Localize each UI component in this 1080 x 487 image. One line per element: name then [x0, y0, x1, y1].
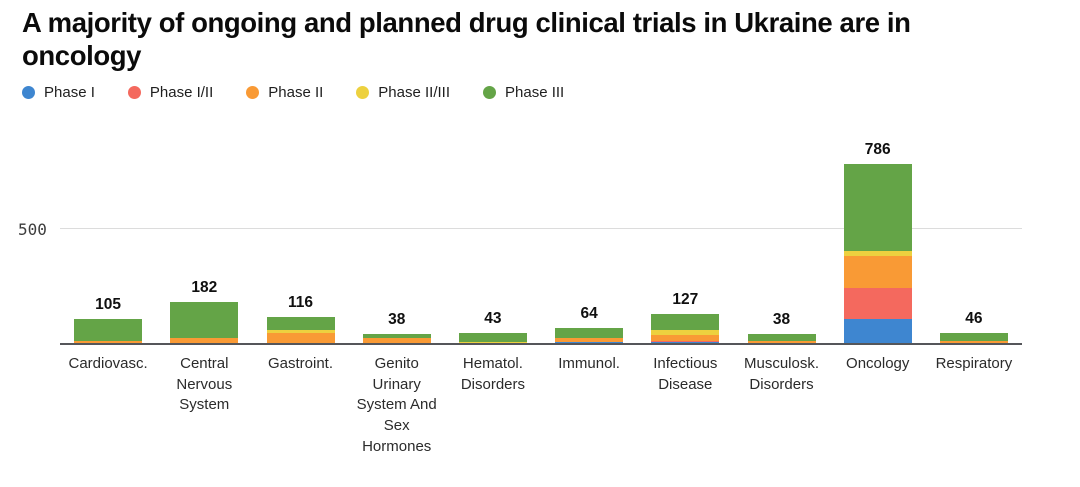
- x-axis-category-label: Musculosk. Disorders: [744, 355, 820, 393]
- legend-label: Phase III: [505, 84, 565, 101]
- chart-title: A majority of ongoing and planned drug c…: [22, 7, 911, 71]
- bar-segment: [74, 340, 143, 343]
- bar-slot: 38: [349, 148, 445, 343]
- legend-label: Phase II/III: [378, 84, 451, 101]
- bar-segment: [651, 341, 720, 343]
- bar-segment: [651, 314, 720, 331]
- bar-slot: 43: [445, 148, 541, 343]
- bar-slot: 46: [926, 148, 1022, 343]
- stacked-bar: 105: [74, 296, 143, 343]
- bar-slot: 786: [830, 141, 926, 343]
- stacked-bar: 786: [843, 141, 912, 343]
- x-axis-category-label: Infectious Disease: [653, 355, 718, 393]
- legend-label: Phase I/II: [149, 84, 214, 101]
- bar-segment: [555, 328, 624, 339]
- bar-segment: [555, 338, 624, 342]
- stacked-bar: 127: [651, 291, 720, 343]
- bar-segment: [651, 330, 720, 335]
- bar-slot: 116: [252, 148, 348, 343]
- bar-segment: [170, 301, 239, 339]
- bar-total-label: 116: [287, 293, 314, 311]
- bar-segment: [74, 319, 143, 341]
- legend-dot-icon: [22, 86, 35, 99]
- bar-segment: [170, 338, 239, 343]
- x-axis-category-label: Hematol. Disorders: [460, 355, 525, 393]
- x-axis-category-label: Respiratory: [935, 355, 1013, 372]
- legend-label: Phase I: [44, 84, 95, 101]
- bar-segment: [843, 255, 912, 289]
- bar-segment: [458, 333, 527, 343]
- legend-item: Phase I/II: [127, 84, 214, 101]
- bar-segment: [266, 330, 335, 334]
- x-axis-category-label: Cardiovasc.: [68, 355, 148, 372]
- legend-item: Phase II/III: [356, 84, 450, 101]
- x-axis-category-label: Gastroint.: [267, 355, 334, 372]
- bar-segment: [843, 288, 912, 319]
- bar-segment: [362, 338, 431, 343]
- legend: Phase I Phase I/II Phase II Phase II/III Pha…: [22, 84, 1080, 101]
- chart-area: 500 105 182 116 38 43 64 127 38 786 46 Cardiovasc…: [18, 141, 1022, 457]
- chart-page: A majority of ongoing and planned drug c…: [0, 6, 1080, 487]
- legend-dot-icon: [356, 86, 370, 99]
- bar-slot: 38: [733, 148, 829, 343]
- bar-slot: 127: [637, 148, 733, 343]
- bar-total-label: 182: [191, 278, 218, 296]
- bar-segment: [362, 337, 431, 339]
- plot-area: 105 182 116 38 43 64 127 38 786 46: [60, 141, 1022, 343]
- bar-segment: [939, 340, 1008, 343]
- gridline-500: [60, 228, 1022, 229]
- bar-segment: [266, 316, 335, 331]
- x-axis-labels: Cardiovasc. Central Nervous System Gastroi…: [60, 345, 1022, 457]
- bar-total-label: 43: [484, 310, 502, 328]
- bar-total-label: 105: [95, 296, 122, 314]
- bar-segment: [458, 342, 527, 343]
- stacked-bar: 46: [939, 310, 1008, 343]
- bar-segment: [843, 251, 912, 256]
- bar-segment: [651, 342, 720, 343]
- bar-segment: [843, 318, 912, 343]
- stacked-bar: 43: [458, 310, 527, 343]
- bar-slot: 105: [60, 148, 156, 343]
- x-axis-category-label: Oncology: [846, 355, 910, 372]
- bar-segment: [362, 334, 431, 338]
- y-axis-tick-label: 500: [18, 220, 47, 239]
- bar-segment: [651, 334, 720, 342]
- bar-segment: [747, 340, 816, 343]
- stacked-bar: 38: [747, 311, 816, 343]
- bar-total-label: 64: [580, 305, 598, 323]
- bar-segment: [747, 334, 816, 341]
- bar-total-label: 786: [864, 140, 891, 158]
- bar-total-label: 38: [388, 311, 406, 329]
- bar-total-label: 46: [965, 309, 983, 327]
- bar-slot: 182: [156, 148, 252, 343]
- legend-dot-icon: [246, 86, 260, 99]
- bar-total-label: 127: [672, 291, 699, 309]
- legend-item: Phase I: [22, 84, 95, 101]
- stacked-bar: 182: [170, 279, 239, 343]
- bar-segment: [939, 332, 1008, 341]
- legend-dot-icon: [483, 86, 497, 99]
- bar-total-label: 38: [772, 311, 791, 329]
- legend-item: Phase II: [246, 84, 323, 101]
- x-axis-category-label: Genito Urinary System And Sex Hormones: [356, 355, 437, 455]
- stacked-bar: 64: [555, 305, 624, 343]
- bar-segment: [266, 333, 335, 343]
- x-axis-category-label: Immunol.: [558, 355, 620, 372]
- stacked-bar: 116: [266, 294, 335, 343]
- x-axis-line: [60, 343, 1022, 345]
- x-axis-category-label: Central Nervous System: [176, 355, 233, 414]
- legend-dot-icon: [127, 86, 141, 99]
- stacked-bar: 38: [362, 311, 431, 343]
- legend-label: Phase II: [268, 84, 324, 101]
- bar-segment: [843, 163, 912, 252]
- legend-item: Phase III: [483, 84, 564, 101]
- bar-segment: [555, 341, 624, 343]
- bar-slot: 64: [541, 148, 637, 343]
